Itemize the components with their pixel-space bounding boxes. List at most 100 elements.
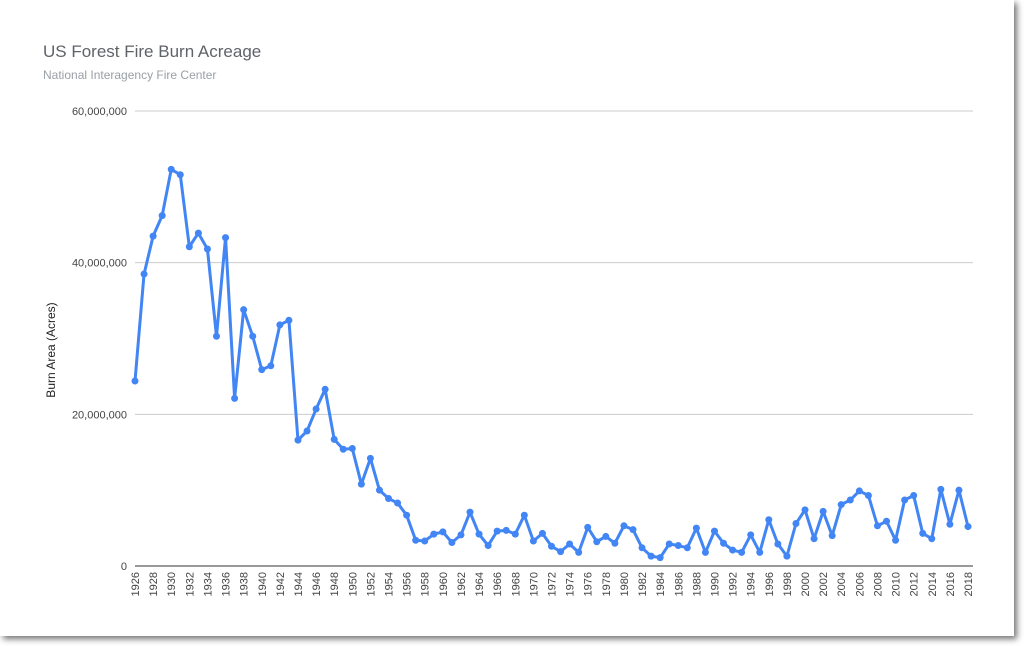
x-tick-label: 2008 xyxy=(872,572,884,596)
x-tick-label: 1968 xyxy=(510,572,522,596)
data-point xyxy=(566,540,574,548)
data-point xyxy=(720,539,728,547)
data-point xyxy=(412,536,420,544)
data-point xyxy=(892,536,900,544)
data-point xyxy=(692,524,700,532)
data-point xyxy=(765,516,773,524)
data-point xyxy=(375,486,383,494)
x-tick-label: 1970 xyxy=(528,572,540,596)
x-tick-label: 1988 xyxy=(691,572,703,596)
data-point xyxy=(593,538,601,546)
y-tick-label: 60,000,000 xyxy=(72,106,127,118)
x-tick-label: 1984 xyxy=(655,572,667,596)
x-tick-label: 1966 xyxy=(492,572,504,596)
series-line xyxy=(133,167,970,560)
x-tick-label: 1992 xyxy=(728,572,740,596)
x-tick-label: 1954 xyxy=(384,572,396,596)
data-point xyxy=(403,511,411,519)
data-point xyxy=(240,306,248,314)
x-tick-label: 1978 xyxy=(601,572,613,596)
chart-subtitle: National Interagency Fire Center xyxy=(43,68,217,82)
x-tick-label: 1940 xyxy=(257,572,269,596)
x-tick-label: 1972 xyxy=(547,572,559,596)
data-point xyxy=(466,508,474,516)
data-point xyxy=(756,548,764,556)
data-point xyxy=(783,552,791,560)
data-point xyxy=(792,520,800,528)
x-tick-label: 1990 xyxy=(709,572,721,596)
data-point xyxy=(538,529,546,537)
data-point xyxy=(231,394,239,402)
data-point xyxy=(394,499,402,507)
x-tick-label: 1950 xyxy=(347,572,359,596)
x-tick-label: 1942 xyxy=(275,572,287,596)
data-point xyxy=(928,535,936,543)
x-tick-label: 2000 xyxy=(800,572,812,596)
data-point xyxy=(837,501,845,509)
x-axis: 1926 1928 1930 1932 1934 1936 1938 1940 1942 1944… xyxy=(130,572,975,596)
data-point xyxy=(258,366,266,374)
data-point xyxy=(276,321,284,329)
data-point xyxy=(873,522,881,530)
data-point xyxy=(901,496,909,504)
y-axis-label: Burn Area (Acres) xyxy=(44,302,58,397)
x-tick-label: 1938 xyxy=(239,572,251,596)
x-tick-label: 2010 xyxy=(891,572,903,596)
chart-card: US Forest Fire Burn Acreage National Int… xyxy=(43,42,975,597)
data-point xyxy=(339,445,347,453)
data-point xyxy=(185,243,193,251)
data-point xyxy=(946,520,954,528)
data-point xyxy=(167,165,175,173)
x-tick-label: 1982 xyxy=(637,572,649,596)
data-point xyxy=(520,511,528,519)
data-point xyxy=(665,540,673,548)
data-point xyxy=(176,171,184,179)
data-point xyxy=(131,377,139,385)
data-point xyxy=(158,212,166,220)
x-tick-label: 1948 xyxy=(329,572,341,596)
x-tick-label: 1980 xyxy=(619,572,631,596)
x-tick-label: 1946 xyxy=(311,572,323,596)
x-tick-label: 2004 xyxy=(836,572,848,596)
x-tick-label: 1958 xyxy=(420,572,432,596)
x-tick-label: 2018 xyxy=(963,572,975,596)
data-point xyxy=(955,486,963,494)
data-point xyxy=(937,485,945,493)
data-point xyxy=(312,405,320,413)
data-point xyxy=(747,531,755,539)
data-point xyxy=(910,491,918,499)
y-axis: 0 20,000,000 40,000,000 60,000,000 xyxy=(72,106,127,573)
x-tick-label: 1994 xyxy=(746,572,758,596)
data-point xyxy=(828,532,836,540)
data-point xyxy=(484,542,492,550)
data-point xyxy=(457,531,465,539)
x-tick-label: 2012 xyxy=(909,572,921,596)
data-point xyxy=(683,544,691,552)
data-point xyxy=(584,523,592,531)
y-tick-label: 20,000,000 xyxy=(72,409,127,421)
x-tick-label: 2016 xyxy=(945,572,957,596)
data-point xyxy=(194,229,202,237)
data-point xyxy=(548,542,555,550)
data-point xyxy=(285,316,293,324)
y-tick-label: 0 xyxy=(121,561,127,573)
data-point xyxy=(810,535,818,543)
x-tick-label: 1952 xyxy=(365,572,377,596)
x-tick-label: 1944 xyxy=(293,572,305,596)
x-tick-label: 1932 xyxy=(184,572,196,596)
data-point xyxy=(855,487,863,495)
series-line-path xyxy=(133,167,970,560)
data-point xyxy=(448,538,456,546)
data-point xyxy=(602,532,610,540)
x-tick-label: 1956 xyxy=(402,572,414,596)
chart-title: US Forest Fire Burn Acreage xyxy=(43,42,262,61)
data-point xyxy=(620,522,628,530)
x-tick-label: 1960 xyxy=(438,572,450,596)
data-point xyxy=(774,540,782,548)
x-tick-label: 1986 xyxy=(673,572,685,596)
data-point xyxy=(674,542,682,550)
x-tick-label: 2002 xyxy=(818,572,830,596)
x-tick-label: 1974 xyxy=(565,572,577,596)
x-tick-label: 1926 xyxy=(130,572,142,596)
x-tick-label: 1964 xyxy=(474,572,486,596)
